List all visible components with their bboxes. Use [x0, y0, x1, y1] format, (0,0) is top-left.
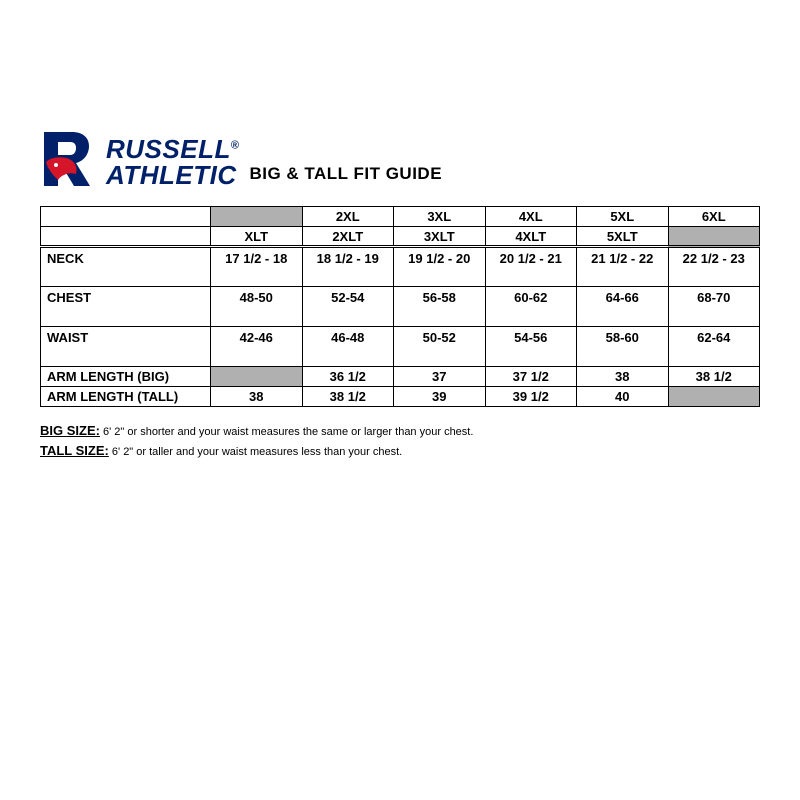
row-label: ARM LENGTH (BIG)	[41, 367, 211, 387]
size-cell: 19 1/2 - 20	[394, 247, 486, 287]
big-size-note: BIG SIZE: 6' 2" or shorter and your wais…	[40, 421, 760, 441]
size-cell: 56-58	[394, 287, 486, 327]
size-cell: 62-64	[668, 327, 760, 367]
size-cell: 39 1/2	[485, 387, 577, 407]
size-cell: 64-66	[577, 287, 669, 327]
size-cell: 48-50	[211, 287, 303, 327]
size-cell: 38 1/2	[302, 387, 394, 407]
size-cell: 2XLT	[302, 227, 394, 247]
big-size-label: BIG SIZE:	[40, 423, 100, 438]
registered-mark: ®	[231, 139, 240, 151]
big-size-text: 6' 2" or shorter and your waist measures…	[100, 426, 473, 438]
size-notes: BIG SIZE: 6' 2" or shorter and your wais…	[40, 421, 760, 460]
size-cell: 6XL	[668, 207, 760, 227]
size-cell: 37	[394, 367, 486, 387]
size-cell: 4XL	[485, 207, 577, 227]
size-cell: 37 1/2	[485, 367, 577, 387]
row-label: NECK	[41, 247, 211, 287]
header: RUSSELL® ATHLETIC BIG & TALL FIT GUIDE	[40, 130, 760, 188]
fit-guide-container: RUSSELL® ATHLETIC BIG & TALL FIT GUIDE 2…	[40, 130, 760, 460]
brand-line1: RUSSELL®	[106, 136, 239, 162]
tall-size-note: TALL SIZE: 6' 2" or taller and your wais…	[40, 441, 760, 461]
size-table: 2XL3XL4XL5XL6XL XLT2XLT3XLT4XLT5XLT NECK17…	[40, 206, 760, 407]
size-cell: 46-48	[302, 327, 394, 367]
size-cell: 3XL	[394, 207, 486, 227]
size-cell: 68-70	[668, 287, 760, 327]
size-cell: 18 1/2 - 19	[302, 247, 394, 287]
size-cell: 21 1/2 - 22	[577, 247, 669, 287]
size-cell: 54-56	[485, 327, 577, 367]
size-cell	[211, 367, 303, 387]
tall-size-label: TALL SIZE:	[40, 443, 109, 458]
size-cell	[668, 227, 760, 247]
size-cell	[211, 207, 303, 227]
size-cell: 22 1/2 - 23	[668, 247, 760, 287]
size-cell: 52-54	[302, 287, 394, 327]
size-cell: 50-52	[394, 327, 486, 367]
size-cell: 58-60	[577, 327, 669, 367]
size-cell: 38	[577, 367, 669, 387]
row-label	[41, 207, 211, 227]
row-label: CHEST	[41, 287, 211, 327]
size-cell: XLT	[211, 227, 303, 247]
size-cell: 39	[394, 387, 486, 407]
row-label: WAIST	[41, 327, 211, 367]
size-cell: 38 1/2	[668, 367, 760, 387]
brand-text: RUSSELL® ATHLETIC	[106, 136, 239, 188]
size-cell: 60-62	[485, 287, 577, 327]
brand-line2: ATHLETIC	[106, 162, 239, 188]
size-cell: 42-46	[211, 327, 303, 367]
tall-size-text: 6' 2" or taller and your waist measures …	[109, 446, 402, 458]
size-cell: 20 1/2 - 21	[485, 247, 577, 287]
size-cell: 40	[577, 387, 669, 407]
size-cell: 5XL	[577, 207, 669, 227]
size-cell: 3XLT	[394, 227, 486, 247]
brand-logo-icon	[40, 130, 98, 188]
size-cell: 38	[211, 387, 303, 407]
size-cell: 17 1/2 - 18	[211, 247, 303, 287]
brand-name-1: RUSSELL	[106, 134, 231, 164]
size-cell: 36 1/2	[302, 367, 394, 387]
page-subtitle: BIG & TALL FIT GUIDE	[249, 164, 442, 184]
size-cell	[668, 387, 760, 407]
size-cell: 5XLT	[577, 227, 669, 247]
size-cell: 2XL	[302, 207, 394, 227]
size-cell: 4XLT	[485, 227, 577, 247]
row-label	[41, 227, 211, 247]
row-label: ARM LENGTH (TALL)	[41, 387, 211, 407]
